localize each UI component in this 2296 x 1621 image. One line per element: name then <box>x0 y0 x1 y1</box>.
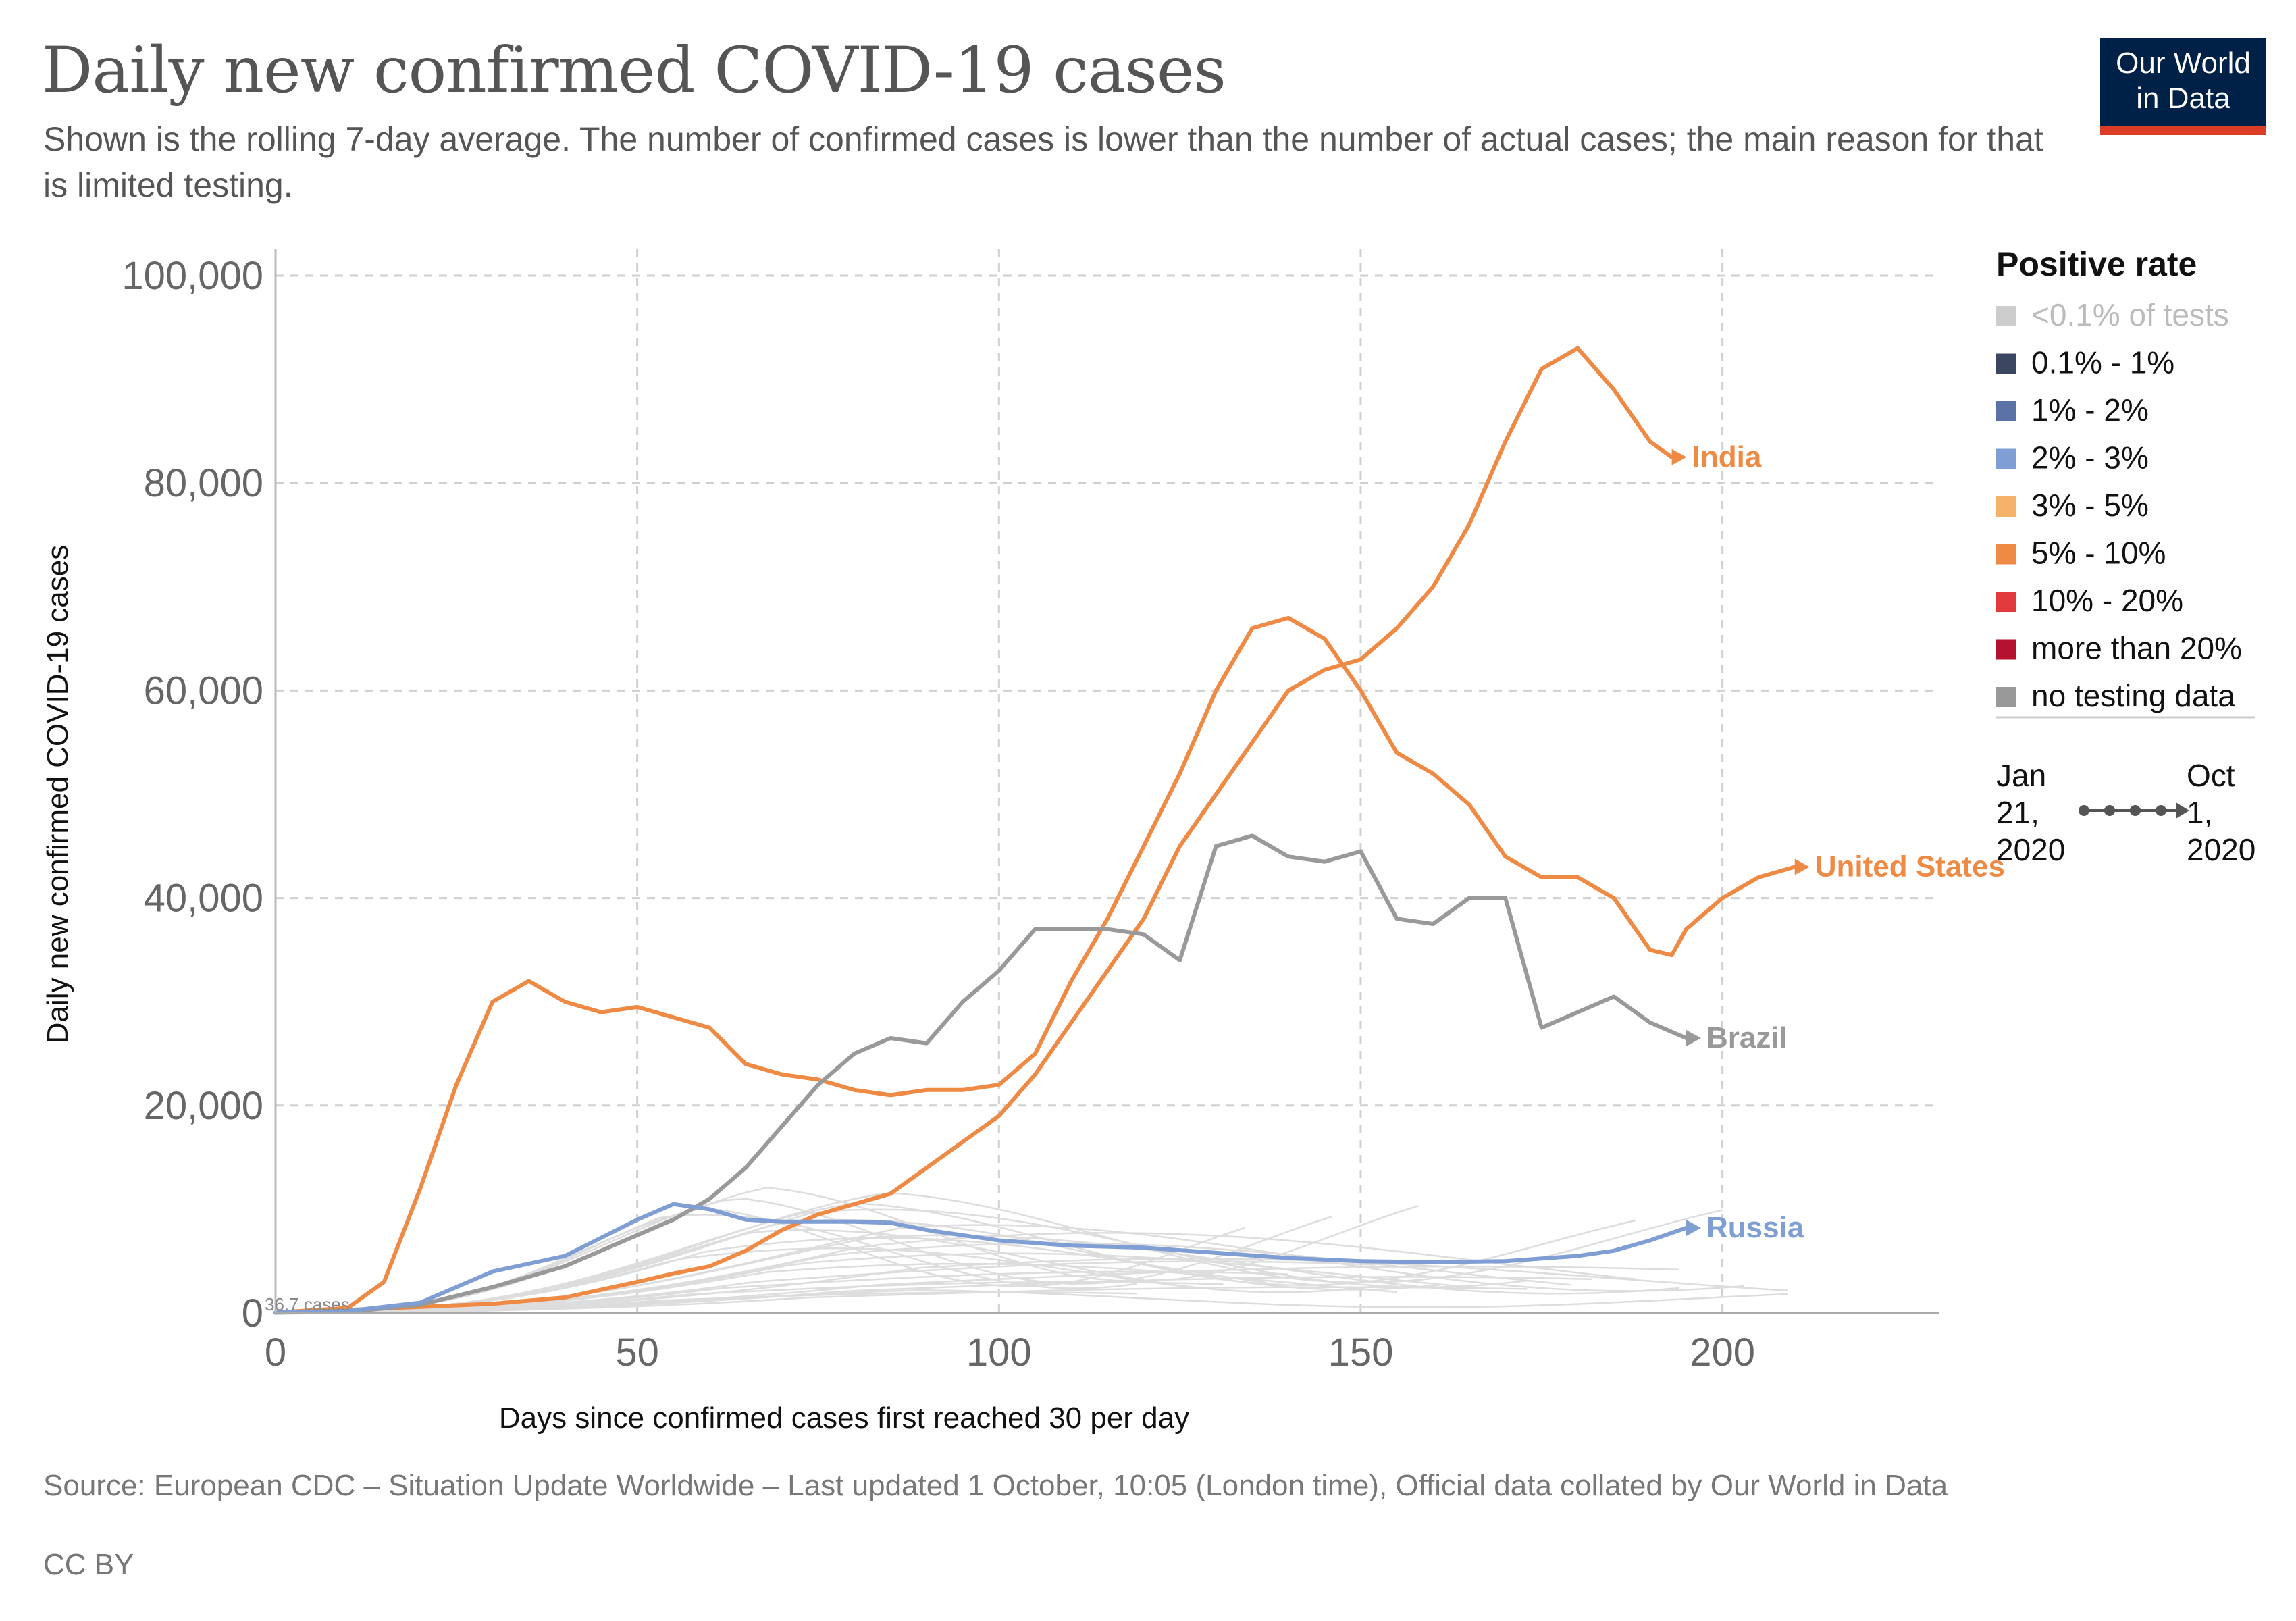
timeline-start-label: Jan <box>1996 758 2046 793</box>
y-tick-label: 40,000 <box>144 877 263 921</box>
background-country-line <box>333 1237 1267 1314</box>
background-country-line <box>333 1192 1723 1314</box>
series-end-arrow <box>1794 858 1810 875</box>
timeline-start-label: 21, <box>1996 795 2039 830</box>
x-tick-label: 0 <box>265 1331 286 1374</box>
background-country-line <box>333 1260 1376 1314</box>
series-end-arrow <box>1686 1220 1702 1237</box>
x-tick-label: 100 <box>966 1331 1032 1374</box>
legend-swatch <box>1996 496 2016 517</box>
logo-line-2: in Data <box>2136 82 2230 115</box>
license-link[interactable]: CC BY <box>43 1548 134 1581</box>
y-tick-label: 80,000 <box>144 461 263 505</box>
legend-item-label: 3% - 5% <box>2031 488 2149 523</box>
x-tick-label: 50 <box>615 1331 659 1374</box>
series-labels: India United States Brazil Russia <box>1692 440 2005 1244</box>
series-line-russia <box>273 1202 1688 1315</box>
series-label: India <box>1692 440 1762 473</box>
legend-swatch <box>1996 544 2016 565</box>
legend-item-label: 10% - 20% <box>2031 583 2183 618</box>
series-label: United States <box>1815 850 2005 883</box>
owid-logo[interactable]: Our World in Data <box>2100 38 2266 135</box>
background-country-lines <box>333 1187 1788 1314</box>
background-country-line <box>333 1208 1528 1314</box>
x-tick-label: 200 <box>1690 1331 1755 1374</box>
legend-item-label: 2% - 3% <box>2031 440 2149 475</box>
series-line-brazil <box>273 833 1688 1315</box>
timeline-start-label: 2020 <box>1996 832 2065 867</box>
legend-item-label: more than 20% <box>2031 631 2242 666</box>
y-tick-label: 60,000 <box>144 669 263 713</box>
x-tick-label: 150 <box>1328 1331 1394 1374</box>
legend-item-label: 0.1% - 1% <box>2031 345 2174 380</box>
legend-item-label: 1% - 2% <box>2031 392 2149 428</box>
chart-title: Daily new confirmed COVID-19 cases <box>42 34 1226 107</box>
legend-swatch <box>1996 592 2016 612</box>
y-tick-label: 0 <box>242 1291 263 1335</box>
series-label: Brazil <box>1706 1021 1788 1054</box>
series-lines <box>273 346 1810 1315</box>
source-note: Source: European CDC – Situation Update … <box>43 1469 1948 1502</box>
series-end-arrow <box>1686 1029 1702 1046</box>
timeline-dot <box>2156 805 2166 816</box>
legend-item-label: no testing data <box>2031 678 2235 713</box>
x-axis-title: Days since confirmed cases first reached… <box>499 1401 1189 1435</box>
timeline-end-label: 2020 <box>2187 832 2255 867</box>
timeline-arrow-icon <box>2176 802 2189 819</box>
background-country-line <box>333 1289 1788 1314</box>
legend-swatch <box>1996 448 2016 469</box>
timeline-dot <box>2104 805 2115 816</box>
series-line-india <box>273 346 1674 1315</box>
background-country-line <box>333 1265 1679 1314</box>
legend-item-label: 5% - 10% <box>2031 536 2166 571</box>
y-tick-label: 20,000 <box>144 1084 263 1128</box>
background-country-line <box>333 1198 1332 1314</box>
series-end-arrow <box>1671 448 1687 465</box>
legend-swatch <box>1996 639 2016 660</box>
legend-swatch <box>1996 687 2016 707</box>
timeline-end-label: Oct <box>2187 758 2235 793</box>
series-line-united-states <box>273 615 1797 1315</box>
legend-swatch <box>1996 401 2016 421</box>
legend-swatch <box>1996 306 2016 326</box>
legend-item-label: <0.1% of tests <box>2031 297 2229 332</box>
legend-title: Positive rate <box>1996 245 2197 283</box>
y-axis-title: Daily new confirmed COVID-19 cases <box>41 545 74 1044</box>
chart-subtitle: Shown is the rolling 7-day average. The … <box>43 120 2043 204</box>
axes: 0 20,000 40,000 60,000 80,000 100,000 0 50 100 15… <box>41 249 1939 1435</box>
timeline-end-label: 1, <box>2187 795 2212 830</box>
start-annotation: 36.7 cases <box>265 1294 350 1314</box>
logo-line-1: Our World <box>2116 47 2251 80</box>
y-tick-label: 100,000 <box>122 254 263 298</box>
timeline-dot <box>2130 805 2141 816</box>
grid-lines <box>276 249 1939 1313</box>
legend: Positive rate <0.1% of tests 0.1% - 1% 1% -… <box>1996 245 2255 867</box>
series-label: Russia <box>1706 1211 1804 1244</box>
timeline-dot <box>2079 805 2089 816</box>
legend-swatch <box>1996 353 2016 374</box>
